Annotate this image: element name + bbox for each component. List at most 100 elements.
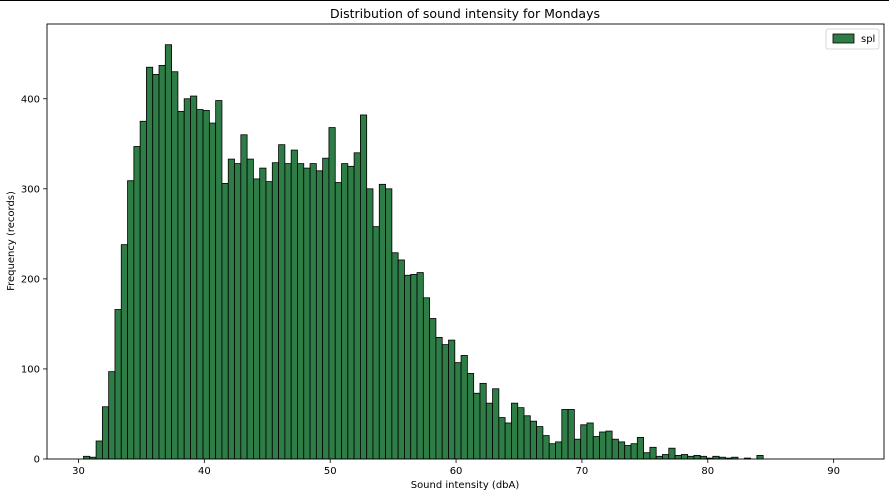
axes-frame [46,23,885,460]
histogram-bar [227,158,235,460]
histogram-bar [190,95,198,460]
histogram-bar [284,163,292,460]
histogram-bar [536,426,544,460]
histogram-bar [221,183,229,460]
y-tick-label: 100 [21,364,40,375]
histogram-bar [410,273,418,460]
histogram-bar [599,431,607,460]
histogram-bar [511,402,519,460]
histogram-bar [504,422,512,460]
bars-group [83,44,764,460]
y-tick-label: 400 [21,94,40,105]
histogram-bar [630,443,638,460]
histogram-bar [278,144,286,460]
histogram-bar [177,110,185,460]
histogram-bar [649,446,657,460]
histogram-bar [448,339,456,460]
histogram-bar [517,407,525,460]
histogram-bar [573,438,582,460]
histogram-bar [120,244,128,460]
histogram-bar [529,420,538,460]
histogram-bar [208,122,217,460]
histogram-bar [303,167,311,460]
histogram-bar [139,120,147,460]
histogram-bar [454,362,462,460]
histogram-bar [580,424,588,460]
histogram-bar [668,447,676,460]
x-tick-label: 60 [450,466,463,477]
histogram-bar [309,163,317,460]
histogram-bar [196,109,204,460]
histogram-bar [567,409,575,460]
histogram-bar [265,181,273,460]
histogram-bar [315,170,324,460]
histogram-bar [171,71,179,460]
legend-label: spl [861,34,875,45]
histogram-bar [605,430,613,460]
histogram-bar [152,74,160,460]
x-tick-label: 50 [324,466,337,477]
histogram-bar [473,392,481,460]
histogram-bar [397,259,405,460]
histogram-bar [114,309,122,460]
histogram-bar [259,167,267,460]
histogram-bar [334,182,342,460]
histogram-bar [542,435,550,460]
histogram-bar [555,441,563,460]
histogram-bar [498,417,506,460]
histogram-bar [359,114,368,460]
y-tick-label: 200 [21,274,40,285]
histogram-bar [586,422,594,460]
histogram-bar [271,162,279,460]
histogram-bar [404,274,412,460]
histogram-bar [253,178,261,460]
histogram-bar [624,445,632,460]
histogram-bar [435,337,443,460]
histogram-bar [636,436,644,460]
histogram-bar [416,272,424,460]
histogram-bar [146,66,154,460]
histogram-bar [378,183,386,460]
histogram-bar [618,441,626,460]
histogram-bar [202,110,210,460]
histogram-bar [101,406,110,460]
histogram-bar [164,44,172,460]
x-tick-label: 90 [827,466,840,477]
legend-swatch [832,33,855,44]
x-tick-label: 70 [576,466,589,477]
y-axis-ticks: 0 100 200 300 400 [21,94,47,466]
histogram-bar [290,149,298,460]
histogram-bar [341,163,349,460]
histogram-bar [158,65,166,460]
histogram-bar [353,152,361,460]
histogram-bar [674,454,682,460]
histogram-bar [523,415,531,460]
histogram-bar [466,373,475,460]
histogram-bar [385,188,393,460]
histogram-bar [347,165,355,460]
histogram-bar [479,382,487,460]
histogram-bar [429,318,437,460]
histogram-bar [492,388,500,460]
x-tick-label: 80 [701,466,714,477]
histogram-bar [662,454,670,460]
histogram-bar [611,438,619,460]
histogram-bar [460,355,468,460]
histogram-bar [108,371,116,460]
histogram-bar [127,180,135,460]
top-border-line [0,0,889,1]
histogram-bar [215,100,223,460]
histogram-bar [322,157,330,460]
histogram-bar [485,402,493,460]
histogram-bar [441,344,449,460]
histogram-bar [234,163,242,460]
histogram-bar [133,146,141,460]
histogram-bar [693,454,701,460]
histogram-bar [548,443,556,460]
histogram-bar [246,158,254,460]
histogram-bar [680,454,689,460]
y-axis-label: Frequency (records) [6,191,17,291]
histogram-bar [561,409,569,460]
histogram-bar [391,252,399,460]
